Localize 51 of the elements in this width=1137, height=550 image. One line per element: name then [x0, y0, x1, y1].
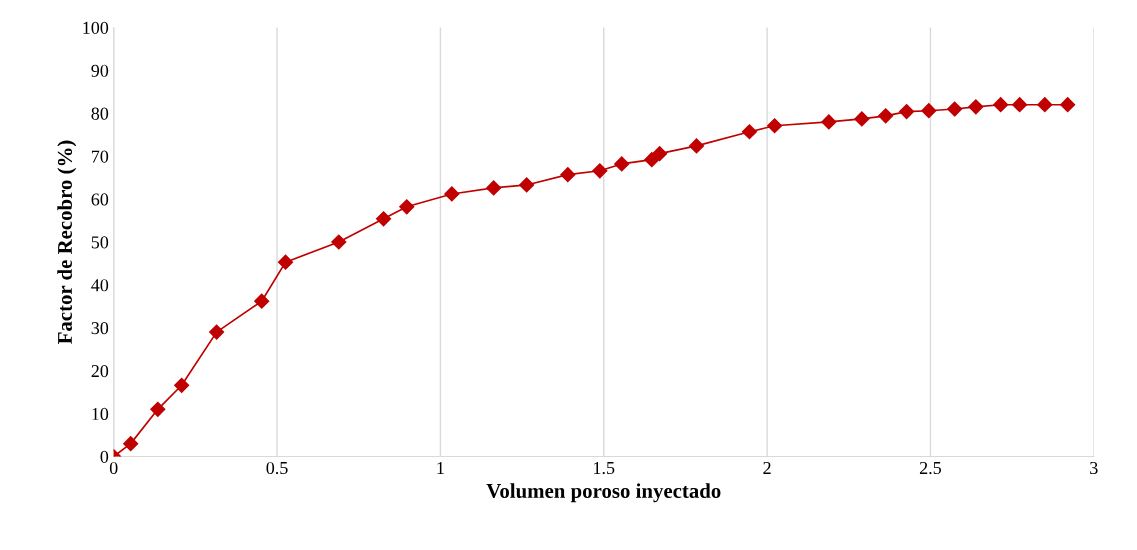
y-tick-label: 70 [91, 150, 109, 163]
x-tick-label: 0.5 [266, 461, 288, 475]
point [741, 124, 758, 140]
point [993, 97, 1009, 113]
y-tick-label: 60 [91, 193, 109, 206]
y-axis-title: Factor de Recobro (%) [57, 140, 77, 344]
y-tick-label: 50 [91, 236, 109, 249]
point [150, 401, 166, 417]
x-tick-label: 1.5 [594, 461, 615, 475]
x-tick-label: 2.5 [919, 461, 942, 475]
y-tick-label: 30 [91, 322, 109, 335]
point [174, 377, 190, 393]
point [375, 211, 392, 227]
point [968, 99, 984, 115]
point [519, 177, 535, 193]
point [767, 118, 783, 134]
point [254, 293, 270, 309]
point [277, 254, 294, 270]
point [878, 108, 894, 124]
point [592, 163, 608, 179]
x-axis-title: Volumen poroso inyectado [486, 483, 721, 503]
y-tick-label: 100 [83, 21, 109, 34]
point [1012, 97, 1028, 113]
x-tick-label: 1 [437, 461, 444, 474]
point [614, 156, 630, 172]
x-tick-label: 2 [763, 461, 771, 474]
y-tick-label: 40 [91, 279, 109, 292]
x-tick-label: 0 [109, 461, 118, 475]
point [644, 152, 660, 168]
point [209, 324, 225, 340]
y-tick-label: 0 [100, 450, 109, 463]
point [560, 167, 576, 183]
point [947, 101, 963, 117]
point [444, 186, 460, 202]
x-tick-label: 3 [1090, 461, 1098, 475]
point [688, 138, 705, 154]
y-tick-label: 20 [91, 364, 109, 378]
point [1060, 97, 1076, 113]
point [899, 104, 915, 120]
y-tick-label: 80 [91, 107, 109, 120]
y-tick-label: 10 [92, 407, 109, 421]
point [921, 103, 937, 119]
point [123, 436, 139, 452]
point [821, 114, 837, 130]
point [331, 234, 347, 250]
y-tick-label: 90 [91, 64, 109, 77]
point [486, 180, 502, 196]
point [652, 146, 668, 162]
point [399, 199, 415, 215]
point [1037, 97, 1053, 113]
point [854, 111, 870, 127]
